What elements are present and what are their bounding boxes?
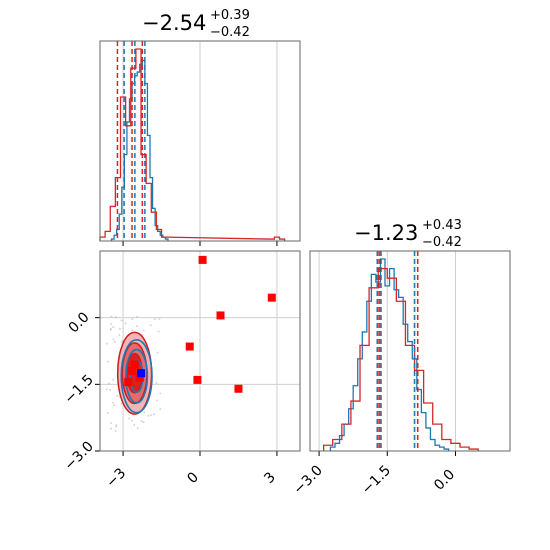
red-marker-5	[234, 384, 243, 393]
sample-point	[105, 388, 108, 391]
sample-point	[108, 382, 111, 385]
sample-point	[124, 322, 127, 325]
y-tick-label-1: −1.5	[61, 372, 96, 407]
sample-point	[114, 429, 117, 432]
top-title-lower: −0.42	[210, 25, 250, 40]
right-title-lower: −0.42	[422, 235, 462, 250]
blue-contour-1	[125, 348, 149, 404]
sample-point	[114, 340, 117, 343]
sample-point	[142, 329, 145, 332]
sample-point	[105, 342, 108, 345]
sample-point	[115, 316, 118, 319]
sample-point	[118, 334, 121, 337]
sample-point	[158, 317, 161, 320]
red-marker-4	[193, 375, 202, 384]
sample-point	[118, 327, 121, 330]
red-marker-1	[267, 293, 276, 302]
top-left-histogram	[99, 40, 301, 246]
red-marker-9	[130, 360, 139, 369]
sample-point	[111, 401, 114, 404]
scatter-frame	[99, 250, 301, 452]
red-marker-7	[135, 373, 144, 382]
sample-point	[143, 411, 146, 414]
red-marker-0	[198, 255, 207, 264]
sample-point	[112, 326, 115, 329]
bottom-right-histogram: −3.0 −1.5 0.0	[291, 250, 511, 498]
histogram-series-0	[329, 258, 450, 451]
y-tick-label-0: −3.0	[61, 438, 96, 473]
bottom-left-scatter: −3 0 3 −3.0 −1.5 0.0	[61, 250, 301, 491]
top-left-frame	[99, 40, 301, 242]
sample-point	[142, 421, 145, 424]
sample-point	[149, 324, 152, 327]
sample-point	[159, 408, 162, 411]
sample-point	[109, 388, 112, 391]
sample-point	[133, 423, 136, 426]
sample-point	[136, 315, 139, 318]
histogram-series-1	[99, 48, 286, 241]
x-tick-label-1: −1.5	[359, 462, 394, 497]
top-title-value: −2.54	[142, 11, 206, 35]
sample-point	[128, 417, 131, 420]
sample-point	[109, 322, 112, 325]
histogram-series-1	[322, 267, 479, 451]
sample-point	[113, 404, 116, 407]
sample-point	[147, 414, 150, 417]
x-tick-label-2: 0.0	[431, 467, 458, 494]
sample-point	[114, 425, 117, 428]
sample-point	[131, 318, 134, 321]
sample-point	[155, 381, 158, 384]
y-tick-label-2: 0.0	[66, 309, 93, 336]
x-tick-label-0: −3	[103, 465, 129, 491]
red-marker-6	[128, 367, 137, 375]
sample-point	[110, 315, 113, 318]
sample-point	[121, 339, 124, 342]
sample-point	[112, 338, 115, 341]
sample-point	[157, 330, 160, 333]
sample-point	[153, 318, 156, 321]
sample-point	[150, 414, 153, 417]
panel-titles: −2.54 +0.39 −0.42 −1.23 +0.43 −0.42	[142, 8, 462, 250]
right-frame	[309, 250, 511, 452]
sample-point	[120, 319, 123, 322]
red-marker-8	[124, 378, 133, 387]
sample-point	[106, 412, 109, 415]
histogram-series-0	[110, 59, 169, 241]
sample-point	[120, 402, 123, 405]
red-marker-2	[216, 311, 225, 320]
blue-marker	[137, 369, 146, 378]
sample-point	[107, 360, 110, 363]
sample-point	[130, 419, 133, 422]
right-title-value: −1.23	[354, 221, 418, 245]
sample-point	[115, 394, 118, 397]
sample-point	[156, 351, 159, 354]
sample-point	[152, 413, 155, 416]
sample-point	[112, 378, 115, 381]
sample-point	[159, 392, 162, 395]
sample-point	[109, 328, 112, 331]
sample-point	[110, 427, 113, 430]
sample-point	[110, 422, 113, 425]
sample-point	[155, 399, 158, 402]
sample-point	[135, 325, 138, 328]
x-tick-label-0: −3.0	[291, 462, 326, 497]
blue-contour-0	[120, 338, 153, 414]
right-title-upper: +0.43	[422, 218, 462, 233]
x-tick-label-2: 3	[261, 469, 279, 487]
sample-point	[140, 420, 143, 423]
sample-point	[136, 427, 139, 430]
sample-point	[120, 341, 123, 344]
sample-point	[131, 329, 134, 332]
x-tick-label-1: 0	[184, 469, 202, 487]
top-title-upper: +0.39	[210, 8, 250, 23]
red-marker-3	[185, 342, 194, 351]
